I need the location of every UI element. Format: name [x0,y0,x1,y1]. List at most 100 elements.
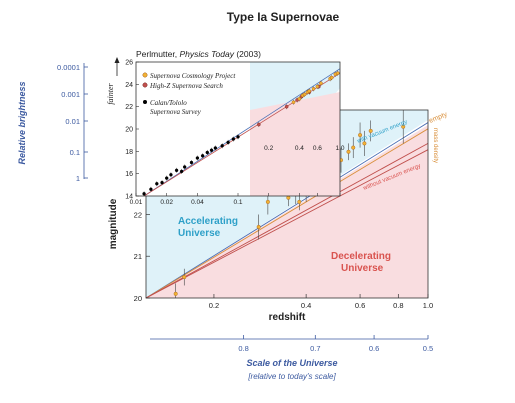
fainter-label: fainter [106,82,115,104]
scale-tick-label: 0.8 [238,344,248,353]
x-tick-label: 0.2 [209,301,219,310]
inset-plot: 0.01 0.02 0.04 0.1 0.2 0.4 0.6 1.0 14 16 18 20 22 24 2… [106,49,345,206]
inset-data-point [329,75,334,80]
legend-marker-scp [142,72,148,78]
x-tick-label: 1.0 [423,301,433,310]
scale-of-universe: 0.8 0.7 0.6 0.5 Scale of the Universe [rela… [150,335,433,381]
data-point [256,224,261,229]
inset-title: Perlmutter, Physics Today (2003) [136,49,261,59]
inset-data-point [307,89,312,93]
inset-y-tick-label: 16 [125,171,133,178]
inset-data-point [189,160,194,165]
inset-data-point [149,187,153,192]
inset-data-point [209,148,214,152]
inset-data-point [165,176,169,180]
inset-data-point [200,154,205,158]
inset-x-tick-label: 0.1 [233,199,242,206]
data-point [362,141,367,146]
scale-subtitle: [relative to today's scale] [247,372,336,381]
inset-data-point [311,87,316,91]
inset-data-point [297,97,302,101]
data-point [297,199,302,204]
y-tick-label: 20 [134,294,142,303]
x-tick-label: 0.8 [393,301,403,310]
inset-x-tick-label: 0.6 [313,145,322,152]
y-axis-label: magnitude [108,198,119,249]
scale-tick-label: 0.6 [369,344,379,353]
empty-label: empty [428,111,449,125]
inset-x-tick-label: 1.0 [335,145,344,152]
inset-data-point [291,100,296,104]
inset-y-tick-label: 24 [125,82,133,89]
inset-data-point [142,192,146,196]
model-line-empty [146,128,428,298]
data-point [351,145,356,150]
model-line-without2 [146,149,428,298]
inset-data-point [315,84,320,89]
inset-data-point [284,104,289,109]
inset-data-point [174,168,179,173]
x-tick-label: 0.4 [301,301,311,310]
y-tick-label: 22 [134,210,142,219]
legend-marker-highz [142,82,148,88]
inset-data-point [155,182,159,186]
brightness-tick-label: 1 [76,174,80,183]
inset-x-tick-label: 0.02 [160,199,173,206]
data-point [182,275,187,280]
inset-data-point [195,156,200,160]
brightness-title: Relative brightness [17,81,27,164]
inset-data-point [182,165,187,169]
inset-y-tick-label: 22 [125,104,133,111]
inset-data-point [319,81,323,86]
brightness-tick-label: 0.1 [70,148,80,157]
scale-tick-label: 0.5 [423,344,433,353]
brightness-tick-label: 0.001 [61,90,80,99]
data-point [265,199,270,204]
inset-data-point [213,146,218,150]
decelerating-label-2: Universe [341,263,384,274]
inset-x-tick-label: 0.4 [295,145,304,152]
data-point [173,291,178,296]
inset-y-tick-label: 26 [125,60,133,67]
legend-label-highz: High-Z Supernova Search [149,82,223,90]
fainter-arrow-head [114,57,120,63]
brightness-tick-label: 0.01 [65,117,80,126]
data-point [358,133,363,138]
inset-data-point [231,137,236,141]
mass-density-label: mass density [432,128,438,163]
inset-y-tick-label: 18 [125,149,133,156]
legend-label-calan-1: Calan/Tololo [150,99,187,107]
x-tick-label: 0.6 [355,301,365,310]
inset-data-point [257,122,261,127]
inset-y-tick-label: 14 [125,194,133,201]
model-line-with [146,122,428,298]
legend-label-calan-2: Supernova Survey [150,108,202,116]
model-line-without [146,143,428,298]
data-point [286,195,291,200]
inset-data-point [160,180,164,185]
data-point [346,149,351,154]
inset-data-point [302,92,307,97]
inset-decelerating-region [250,92,340,196]
inset-x-tick-label: 0.2 [264,145,273,152]
inset-x-tick-label: 0.01 [130,199,143,206]
inset-data-point [236,135,240,139]
accelerating-label-2: Universe [178,228,221,239]
accelerating-label-1: Accelerating [178,216,238,227]
inset-data-point [169,173,173,177]
inset-legend: Supernova Cosmology Project High-Z Super… [142,72,236,116]
brightness-scale: 0.0001 0.001 0.01 0.1 1 Relative brightness [17,63,88,183]
inset-y-tick-label: 20 [125,127,133,134]
inset-data-point [220,144,224,148]
data-point [401,124,406,129]
inset-data-point [205,150,209,155]
legend-marker-calan [143,100,147,104]
inset-x-tick-label: 0.04 [191,199,204,206]
x-axis-label: redshift [269,312,306,323]
inset-data-point [226,140,230,145]
decelerating-label-1: Decelerating [331,251,391,262]
scale-title: Scale of the Universe [246,358,337,368]
brightness-tick-label: 0.0001 [57,63,80,72]
y-tick-label: 21 [134,252,142,261]
